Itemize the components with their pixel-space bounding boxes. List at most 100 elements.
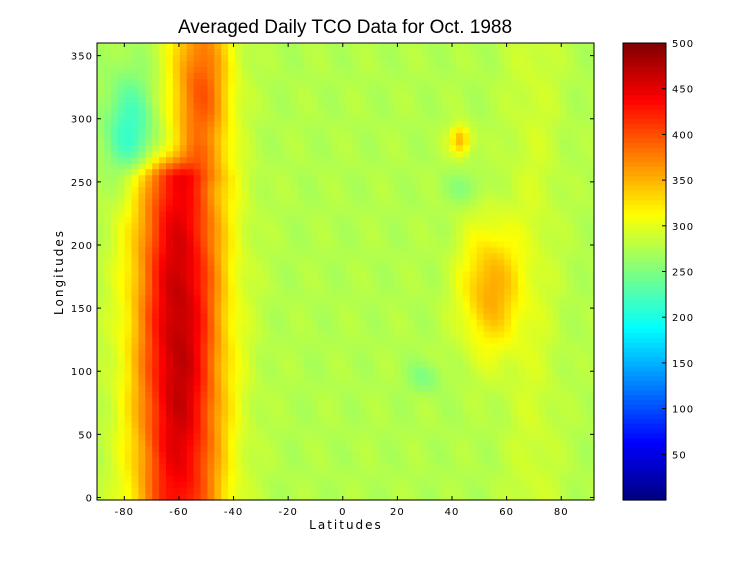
heatmap-cell — [221, 55, 229, 62]
heatmap-cell — [241, 157, 250, 164]
heatmap-cell — [193, 391, 202, 399]
heatmap-cell — [159, 61, 167, 68]
heatmap-cell — [221, 97, 229, 104]
heatmap-cell — [338, 265, 347, 273]
heatmap-cell — [97, 451, 105, 459]
heatmap-cell — [290, 79, 298, 86]
heatmap-cell — [235, 217, 243, 224]
heatmap-cell — [324, 79, 333, 86]
heatmap-cell — [380, 175, 388, 182]
heatmap-cell — [393, 397, 402, 405]
heatmap-cell — [518, 271, 526, 279]
heatmap-cell — [414, 145, 423, 152]
heatmap-cell — [497, 175, 505, 182]
heatmap-cell — [455, 325, 464, 333]
heatmap-cell — [414, 241, 423, 249]
heatmap-cell — [483, 97, 492, 104]
heatmap-cell — [97, 433, 105, 441]
heatmap-cell — [435, 127, 443, 134]
heatmap-cell — [338, 139, 347, 146]
heatmap-cell — [124, 349, 133, 357]
heatmap-cell — [504, 433, 512, 441]
heatmap-cell — [462, 361, 471, 369]
heatmap-cell — [366, 133, 374, 140]
heatmap-cell — [214, 481, 222, 489]
heatmap-cell — [421, 493, 429, 501]
heatmap-cell — [117, 409, 126, 417]
heatmap-cell — [297, 493, 305, 501]
heatmap-cell — [193, 403, 202, 411]
heatmap-cell — [345, 175, 353, 182]
heatmap-cell — [469, 355, 478, 363]
heatmap-cell — [531, 475, 540, 483]
heatmap-cell — [117, 343, 126, 351]
heatmap-cell — [124, 451, 133, 459]
heatmap-cell — [235, 439, 243, 447]
heatmap-cell — [221, 223, 229, 230]
heatmap-cell — [110, 355, 119, 363]
heatmap-cell — [538, 217, 547, 224]
heatmap-cell — [276, 151, 284, 158]
heatmap-cell — [338, 445, 347, 453]
heatmap-cell — [428, 235, 436, 243]
heatmap-cell — [262, 223, 271, 230]
heatmap-cell — [352, 169, 360, 176]
heatmap-cell — [359, 427, 367, 435]
heatmap-cell — [193, 91, 202, 98]
heatmap-cell — [186, 175, 195, 182]
heatmap-cell — [421, 451, 429, 459]
heatmap-cell — [476, 103, 485, 110]
heatmap-cell — [380, 289, 388, 297]
heatmap-cell — [269, 403, 278, 411]
heatmap-cell — [186, 355, 195, 363]
heatmap-cell — [386, 253, 395, 261]
heatmap-cell — [207, 193, 215, 200]
heatmap-cell — [421, 115, 429, 122]
heatmap-cell — [145, 433, 153, 441]
heatmap-cell — [241, 457, 250, 465]
heatmap-cell — [428, 247, 436, 255]
heatmap-cell — [317, 259, 326, 267]
heatmap-cell — [317, 313, 326, 321]
heatmap-cell — [428, 175, 436, 182]
heatmap-cell — [414, 235, 423, 243]
heatmap-cell — [297, 61, 305, 68]
heatmap-cell — [297, 409, 305, 417]
heatmap-cell — [407, 79, 416, 86]
heatmap-cell — [152, 91, 160, 98]
heatmap-cell — [366, 103, 374, 110]
heatmap-cell — [304, 247, 312, 255]
heatmap-cell — [221, 73, 229, 80]
heatmap-cell — [352, 319, 360, 327]
heatmap-cell — [276, 253, 284, 261]
heatmap-cell — [124, 229, 133, 237]
heatmap-cell — [373, 247, 381, 255]
heatmap-cell — [214, 163, 222, 170]
heatmap-cell — [97, 337, 105, 345]
heatmap-cell — [345, 373, 353, 381]
heatmap-cell — [531, 241, 540, 249]
heatmap-cell — [518, 229, 526, 237]
heatmap-cell — [97, 73, 105, 80]
heatmap-cell — [193, 445, 202, 453]
heatmap-cell — [449, 343, 457, 351]
heatmap-cell — [428, 229, 436, 237]
heatmap-cell — [145, 85, 153, 92]
heatmap-cell — [110, 415, 119, 423]
heatmap-cell — [393, 259, 402, 267]
heatmap-cell — [145, 397, 153, 405]
heatmap-cell — [366, 73, 374, 80]
heatmap-cell — [524, 451, 533, 459]
heatmap-cell — [172, 151, 181, 158]
heatmap-cell — [159, 229, 167, 237]
heatmap-cell — [131, 493, 140, 501]
heatmap-cell — [166, 457, 174, 465]
heatmap-cell — [276, 427, 284, 435]
heatmap-cell — [248, 169, 257, 176]
heatmap-cell — [138, 163, 146, 170]
heatmap-cell — [276, 487, 284, 495]
heatmap-cell — [235, 307, 243, 315]
heatmap-cell — [483, 421, 492, 429]
heatmap-cell — [248, 187, 257, 194]
heatmap-cell — [200, 133, 209, 140]
